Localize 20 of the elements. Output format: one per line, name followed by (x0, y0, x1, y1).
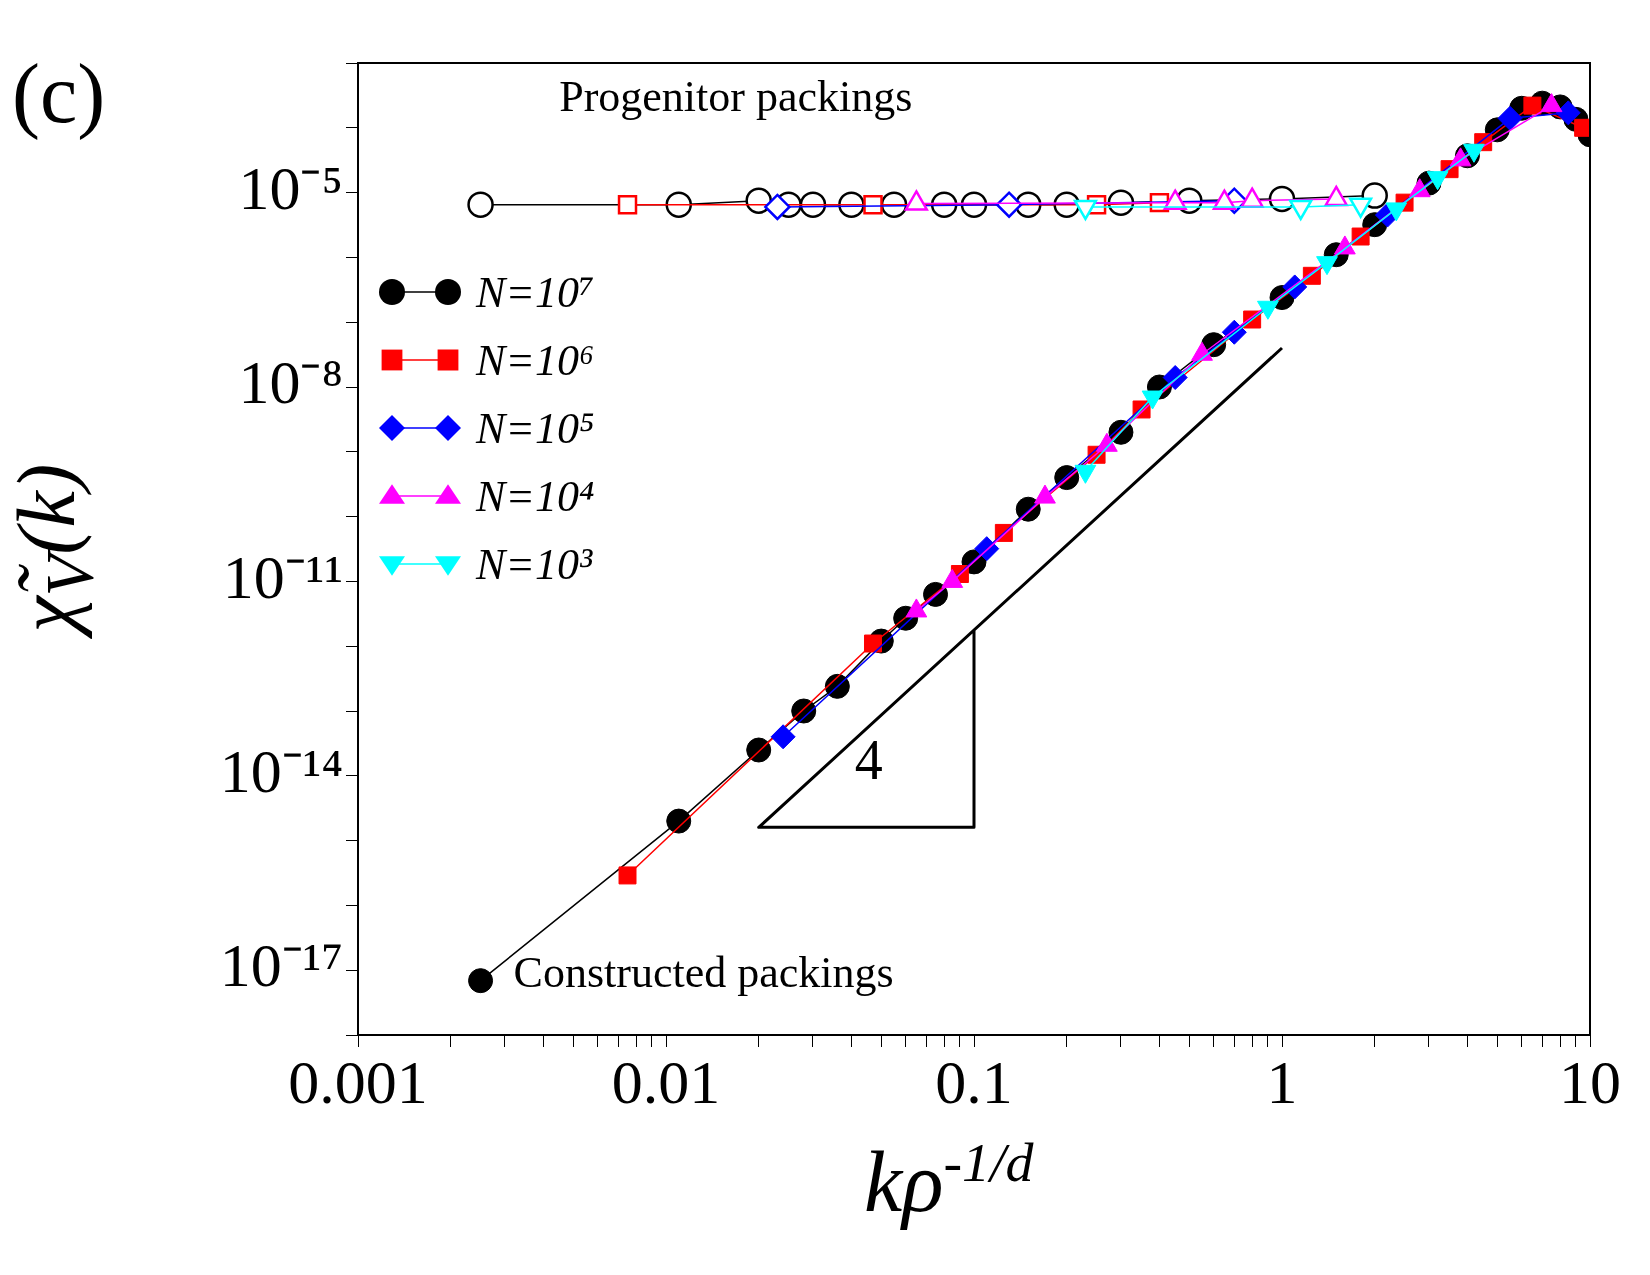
y-tick-label: 10⁻⁸ (238, 348, 343, 417)
x-tick-label: 0.001 (288, 1048, 428, 1117)
annotation: Progenitor packings (559, 71, 913, 122)
annotation: Constructed packings (513, 946, 894, 998)
legend-label: N=10⁵ (476, 402, 595, 454)
legend-label: N=10⁴ (476, 470, 595, 522)
x-tick-label: 0.1 (935, 1048, 1013, 1117)
y-tick-label: 10⁻¹⁷ (219, 931, 343, 1000)
y-tick-label: 10⁻⁵ (238, 153, 343, 222)
text: (c) (12, 46, 106, 142)
x-tick-label: 10 (1559, 1048, 1621, 1117)
x-tick-label: 1 (1266, 1048, 1298, 1117)
legend-label: N=10³ (476, 538, 593, 590)
legend-label: N=10⁷ (476, 266, 595, 318)
y-tick-label: 10⁻¹¹ (222, 542, 343, 611)
y-tick-label: 10⁻¹⁴ (219, 737, 343, 806)
x-axis-title: kρ$^{-1/d}$ (864, 1130, 1034, 1232)
legend-label: N=10⁶ (476, 334, 595, 386)
annotation: 4 (854, 727, 883, 792)
x-tick-label: 0.01 (611, 1048, 721, 1117)
